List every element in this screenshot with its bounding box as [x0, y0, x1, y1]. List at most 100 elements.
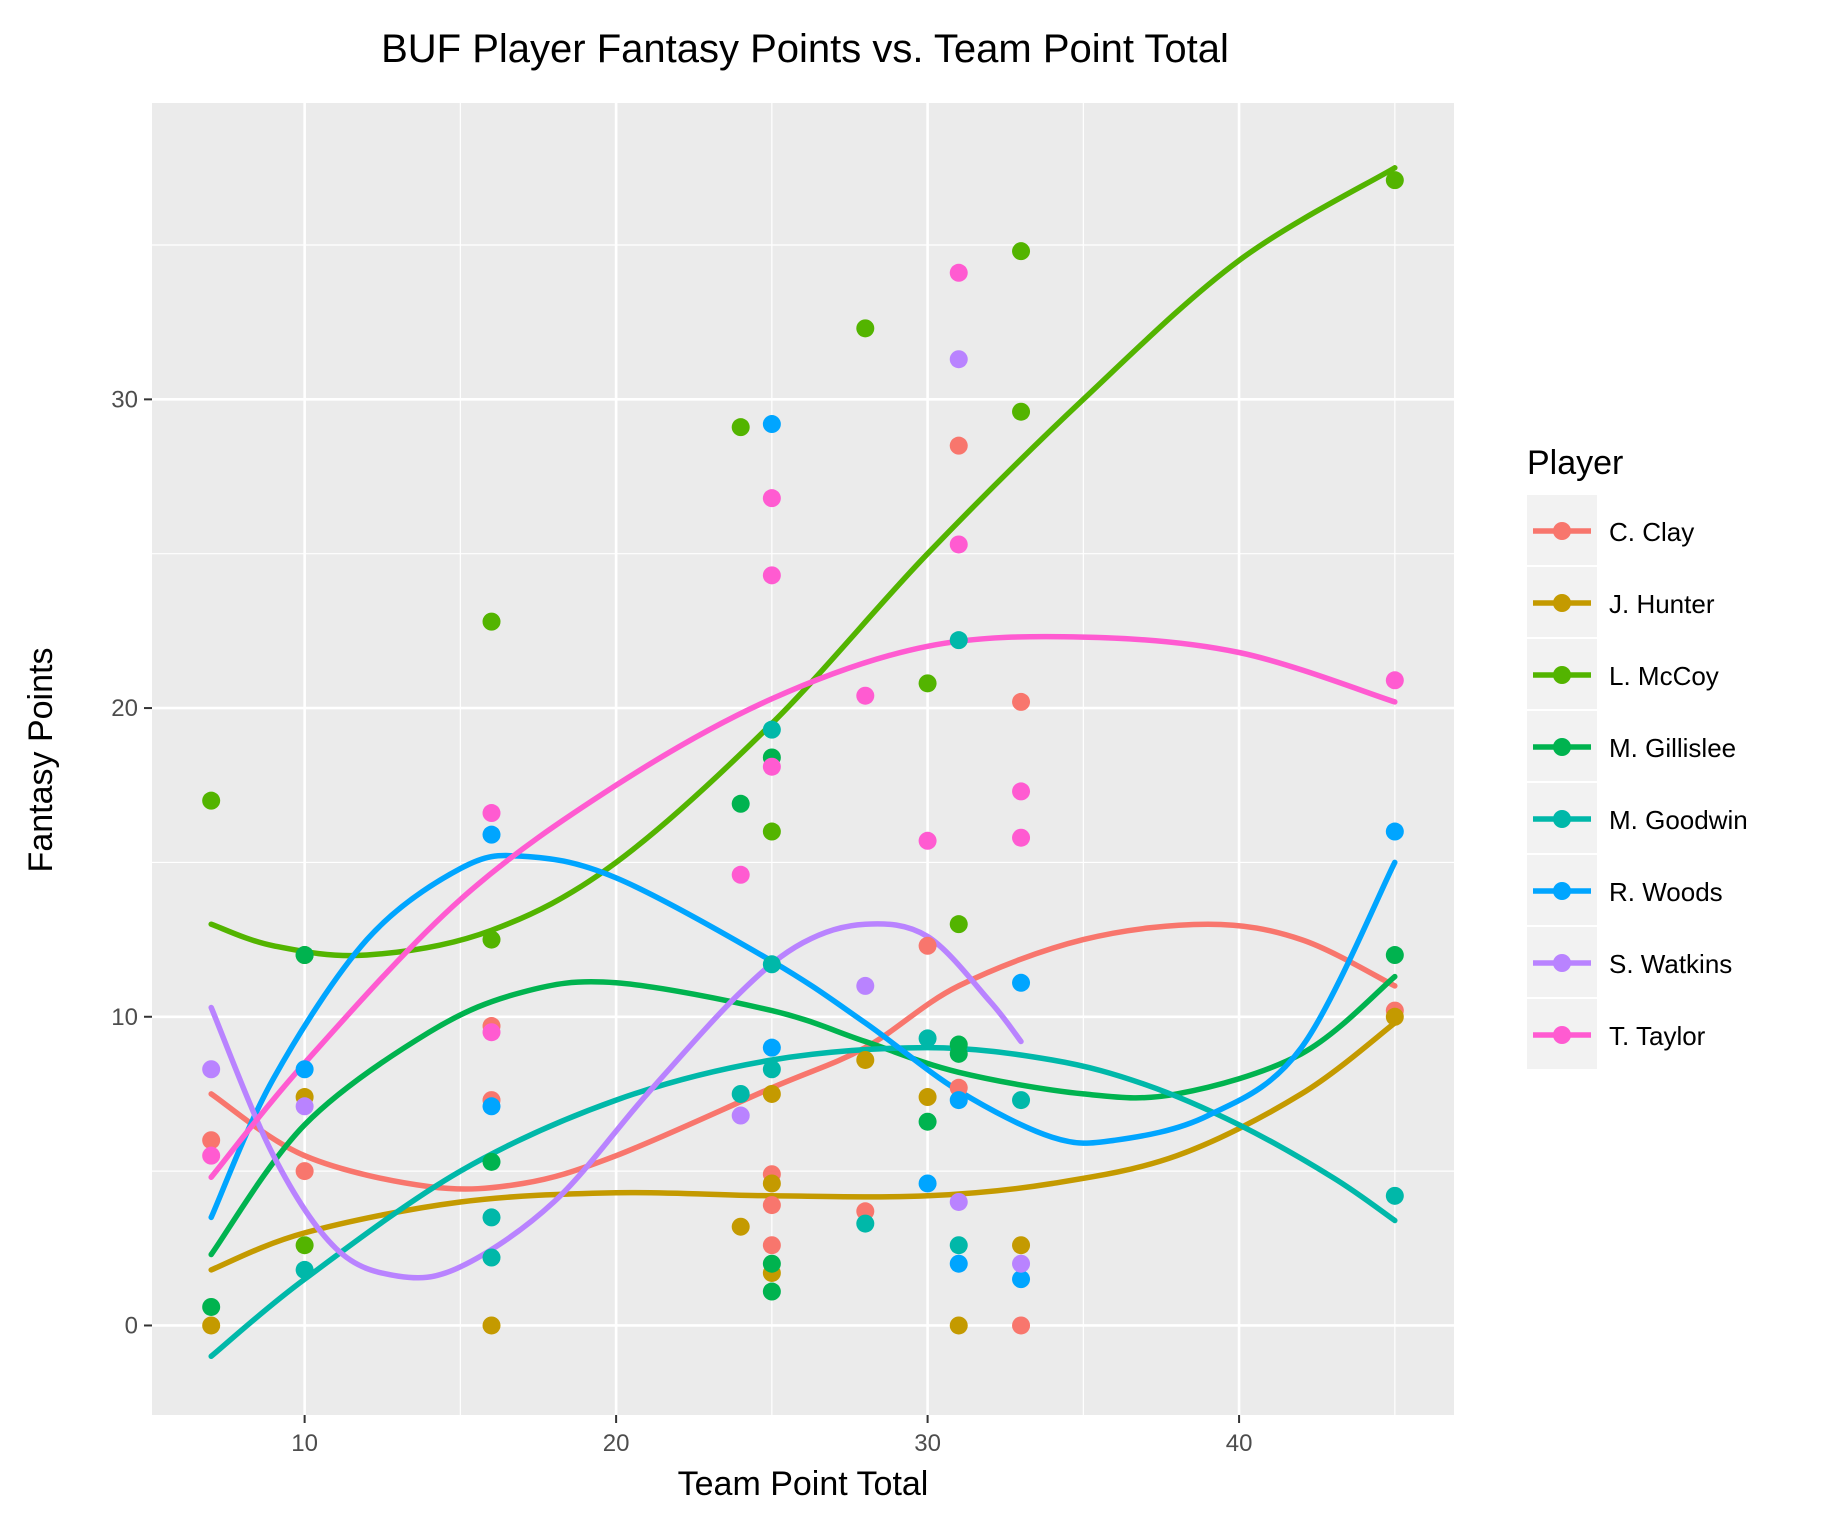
legend-label: S. Watkins	[1609, 949, 1732, 979]
point-m-gillislee	[762, 1282, 781, 1301]
legend-label: C. Clay	[1609, 517, 1694, 547]
point-j-hunter	[1012, 1236, 1031, 1255]
legend-label: L. McCoy	[1609, 661, 1719, 691]
point-m-goodwin	[482, 1208, 501, 1227]
point-l-mccoy	[1012, 402, 1031, 421]
point-l-mccoy	[918, 674, 937, 693]
point-t-taylor	[1385, 671, 1404, 690]
point-r-woods	[482, 1097, 501, 1116]
point-s-watkins	[202, 1060, 221, 1079]
point-m-goodwin	[1012, 1091, 1031, 1110]
legend-items: C. Clay J. Hunter L. McCoy M. Gillislee M. G…	[1527, 495, 1748, 1069]
y-tick-label: 10	[111, 1004, 138, 1031]
point-m-goodwin	[949, 631, 968, 650]
point-r-woods	[949, 1091, 968, 1110]
point-m-gillislee	[1385, 946, 1404, 965]
legend-label: T. Taylor	[1609, 1021, 1706, 1051]
point-m-goodwin	[762, 955, 781, 974]
point-l-mccoy	[856, 319, 875, 338]
x-axis-ticks: 10 20 30 40	[291, 1415, 1252, 1457]
point-c-clay	[949, 436, 968, 455]
point-j-hunter	[482, 1316, 501, 1335]
point-c-clay	[762, 1196, 781, 1215]
point-m-goodwin	[1385, 1186, 1404, 1205]
chart-title: BUF Player Fantasy Points vs. Team Point…	[381, 27, 1229, 71]
point-s-watkins	[731, 1106, 750, 1125]
curve-s-watkins	[208, 921, 1024, 1281]
point-t-taylor	[731, 865, 750, 884]
point-m-goodwin	[762, 720, 781, 739]
point-t-taylor	[202, 1146, 221, 1165]
point-t-taylor	[856, 686, 875, 705]
legend-key-point	[1553, 594, 1571, 612]
legend-key-point	[1553, 954, 1571, 972]
point-j-hunter	[856, 1050, 875, 1069]
legend-key-point	[1553, 882, 1571, 900]
legend-item-m-gillislee: M. Gillislee	[1527, 711, 1736, 781]
point-j-hunter	[762, 1084, 781, 1103]
point-m-goodwin	[918, 1029, 937, 1048]
point-r-woods	[482, 825, 501, 844]
y-tick-label: 0	[125, 1312, 138, 1339]
point-l-mccoy	[482, 612, 501, 631]
point-l-mccoy	[762, 822, 781, 841]
curve-j-hunter	[208, 1020, 1398, 1273]
point-j-hunter	[918, 1088, 937, 1107]
point-m-gillislee	[482, 1152, 501, 1171]
curve-c-clay	[208, 921, 1398, 1192]
point-l-mccoy	[1012, 242, 1031, 261]
point-t-taylor	[1012, 782, 1031, 801]
point-r-woods	[1385, 822, 1404, 841]
data-points	[202, 171, 1404, 1335]
curve-m-gillislee	[208, 973, 1398, 1258]
legend-title: Player	[1527, 444, 1623, 482]
legend-item-l-mccoy: L. McCoy	[1527, 639, 1719, 709]
point-t-taylor	[482, 1023, 501, 1042]
point-j-hunter	[762, 1174, 781, 1193]
point-c-clay	[1012, 1316, 1031, 1335]
legend-key-point	[1553, 666, 1571, 684]
x-tick-label: 20	[603, 1430, 630, 1457]
point-c-clay	[295, 1162, 314, 1181]
point-s-watkins	[949, 350, 968, 369]
point-s-watkins	[949, 1192, 968, 1211]
legend-key-point	[1553, 738, 1571, 756]
point-l-mccoy	[1385, 171, 1404, 190]
point-m-gillislee	[202, 1297, 221, 1316]
point-r-woods	[1012, 1270, 1031, 1289]
point-c-clay	[949, 1078, 968, 1097]
point-t-taylor	[949, 263, 968, 282]
point-r-woods	[918, 1174, 937, 1193]
legend-item-s-watkins: S. Watkins	[1527, 927, 1732, 997]
y-axis-title: Fantasy Points	[22, 648, 60, 873]
point-s-watkins	[856, 976, 875, 995]
point-l-mccoy	[949, 915, 968, 934]
legend-label: M. Goodwin	[1609, 805, 1748, 835]
legend-label: M. Gillislee	[1609, 733, 1736, 763]
legend-item-t-taylor: T. Taylor	[1527, 999, 1706, 1069]
curve-r-woods	[208, 852, 1398, 1221]
point-j-hunter	[949, 1316, 968, 1335]
point-c-clay	[1012, 692, 1031, 711]
x-axis-title: Team Point Total	[678, 1465, 929, 1503]
point-l-mccoy	[202, 791, 221, 810]
point-t-taylor	[918, 831, 937, 850]
point-s-watkins	[295, 1097, 314, 1116]
legend-key-point	[1553, 1026, 1571, 1044]
point-t-taylor	[762, 757, 781, 776]
point-l-mccoy	[482, 930, 501, 949]
point-c-clay	[202, 1131, 221, 1150]
point-m-goodwin	[856, 1214, 875, 1233]
legend-label: R. Woods	[1609, 877, 1723, 907]
legend-item-r-woods: R. Woods	[1527, 855, 1723, 925]
point-c-clay	[856, 1202, 875, 1221]
point-m-gillislee	[949, 1044, 968, 1063]
point-r-woods	[1012, 973, 1031, 992]
point-m-goodwin	[762, 1060, 781, 1079]
x-tick-label: 10	[291, 1430, 318, 1457]
x-tick-label: 30	[914, 1430, 941, 1457]
y-tick-label: 30	[111, 386, 138, 413]
point-t-taylor	[482, 804, 501, 823]
point-m-goodwin	[731, 1084, 750, 1103]
legend-item-c-clay: C. Clay	[1527, 495, 1694, 565]
